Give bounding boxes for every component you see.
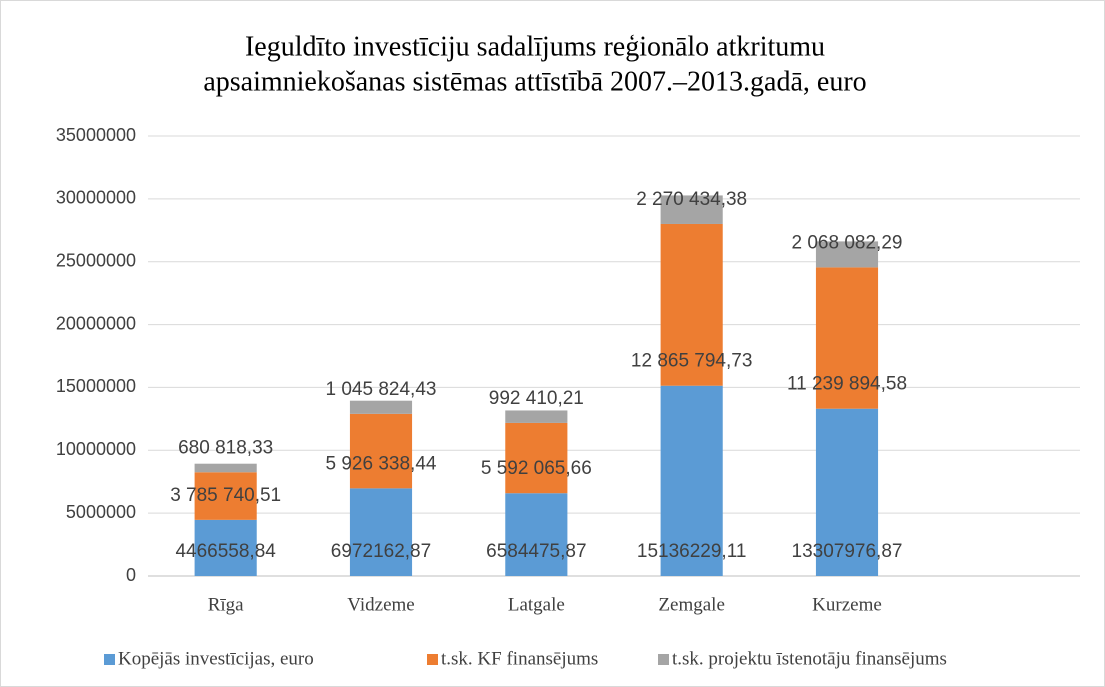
bar-segment xyxy=(660,223,723,386)
data-label: 12 865 794,73 xyxy=(631,351,753,372)
data-label: 4466558,84 xyxy=(175,541,276,562)
bar-segment xyxy=(815,408,879,576)
data-label: 1 045 824,43 xyxy=(326,379,437,400)
x-tick-label: Vidzeme xyxy=(347,594,414,615)
legend-swatch xyxy=(658,654,669,665)
x-tick-label: Kurzeme xyxy=(812,594,882,615)
x-tick-label: Latgale xyxy=(508,594,565,615)
y-tick-label: 5000000 xyxy=(66,502,136,522)
bar-segment xyxy=(349,400,413,414)
legend-swatch xyxy=(427,654,438,665)
bar-segment xyxy=(194,519,257,576)
y-tick-label: 10000000 xyxy=(56,439,136,459)
bar-segment xyxy=(194,463,257,473)
bar-segment xyxy=(815,267,879,409)
bar-segment xyxy=(660,385,723,576)
data-label: 5 592 065,66 xyxy=(481,458,592,479)
data-label: 2 068 082,29 xyxy=(792,232,903,253)
bar-segment xyxy=(660,195,723,224)
data-label: 680 818,33 xyxy=(178,437,273,458)
x-tick-label: Zemgale xyxy=(658,594,724,615)
bar-segment xyxy=(505,493,568,576)
legend-label: Kopējās investīcijas, euro xyxy=(118,648,314,669)
data-label: 992 410,21 xyxy=(489,388,584,409)
y-tick-label: 15000000 xyxy=(56,376,136,396)
y-tick-label: 20000000 xyxy=(56,313,136,333)
y-tick-label: 35000000 xyxy=(56,125,136,145)
data-label: 11 239 894,58 xyxy=(787,374,907,395)
bar-segment xyxy=(194,472,257,520)
y-tick-label: 0 xyxy=(126,565,136,585)
chart-title: Ieguldīto investīciju sadalījums reģionā… xyxy=(245,31,825,62)
data-label: 6584475,87 xyxy=(486,541,586,562)
legend-label: t.sk. projektu īstenotāju finansējums xyxy=(672,648,947,669)
legend-label: t.sk. KF finansējums xyxy=(441,648,598,669)
bar-segment xyxy=(505,422,568,494)
data-label: 15136229,11 xyxy=(637,541,747,562)
bar-segment xyxy=(505,410,568,423)
data-label: 3 785 740,51 xyxy=(170,485,281,506)
bar-segment xyxy=(349,488,413,576)
y-tick-label: 25000000 xyxy=(56,250,136,270)
data-label: 6972162,87 xyxy=(331,541,431,562)
bar-segment xyxy=(349,413,413,489)
data-label: 13307976,87 xyxy=(792,541,903,562)
data-label: 2 270 434,38 xyxy=(636,189,747,210)
data-label: 5 926 338,44 xyxy=(326,453,437,474)
y-tick-label: 30000000 xyxy=(56,188,136,208)
legend-swatch xyxy=(104,654,115,665)
x-tick-label: Rīga xyxy=(208,594,244,615)
chart-title: apsaimniekošanas sistēmas attīstībā 2007… xyxy=(203,66,866,97)
bar-segment xyxy=(815,241,879,268)
